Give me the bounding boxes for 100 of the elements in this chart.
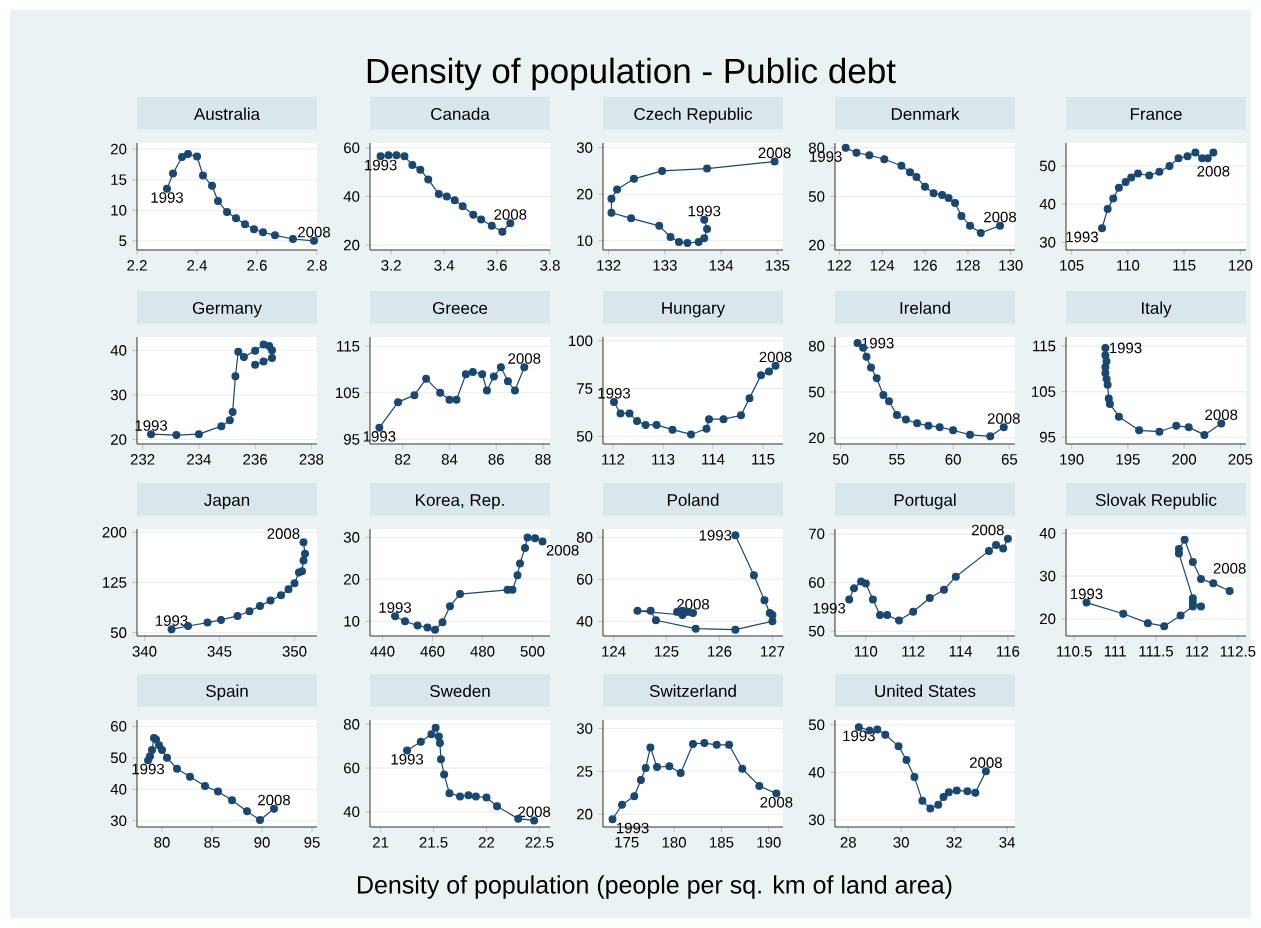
chart-title: Italy [1141, 301, 1172, 318]
y-tick-label: 70 [809, 528, 825, 540]
y-tick-label: 40 [808, 767, 825, 778]
y-tick-label: 60 [344, 762, 360, 774]
chart-title: Australia [193, 107, 261, 120]
x-tick-label: 345 [207, 646, 232, 657]
annotation: 1993 [365, 159, 397, 171]
x-tick-label: 3.4 [434, 260, 455, 271]
y-tick-label: 40 [343, 806, 360, 818]
x-tick-label: 116 [997, 646, 1020, 657]
chart-title: Hungary [662, 302, 726, 318]
x-tick-label: 111 [1104, 646, 1126, 657]
y-tick-label: 30 [343, 532, 360, 543]
x-tick-label: 95 [304, 837, 320, 848]
annotation: 1993 [155, 615, 188, 626]
x-tick-label: 134 [709, 260, 734, 271]
x-tick-label: 32 [946, 837, 962, 848]
chart-title: Denmark [891, 107, 960, 120]
x-tick-label: 50 [832, 454, 849, 465]
x-tick-label: 2.6 [247, 260, 267, 271]
x-tick-label: 111.5 [1139, 646, 1174, 657]
chart-title: Switzerland [649, 684, 736, 697]
annotation: 2008 [508, 353, 541, 364]
x-tick-label: 132 [597, 260, 621, 271]
annotation: 2008 [546, 544, 579, 556]
x-tick-label: 200 [1172, 454, 1197, 465]
y-tick-label: 115 [337, 341, 360, 352]
x-tick-label: 124 [870, 260, 895, 271]
x-tick-label: 185 [710, 837, 734, 848]
chart-title: Czech Republic [634, 107, 753, 124]
annotation: 2008 [971, 524, 1004, 536]
annotation: 2008 [984, 211, 1017, 223]
annotation: 1993 [843, 730, 875, 742]
y-tick-label: 20 [1040, 613, 1056, 625]
annotation: 2008 [969, 757, 1002, 768]
y-tick-label: 50 [808, 625, 825, 637]
x-tick-label: 112.5 [1220, 646, 1256, 657]
x-tick-label: 2.2 [127, 260, 147, 271]
y-tick-label: 95 [1039, 431, 1056, 443]
y-tick-label: 60 [344, 142, 360, 154]
x-tick-label: 440 [370, 646, 395, 657]
chart-title: Japan [204, 494, 250, 510]
x-tick-label: 60 [945, 454, 961, 465]
y-tick-label: 50 [1039, 160, 1056, 172]
x-tick-label: 22 [478, 837, 495, 848]
x-tick-label: 133 [653, 260, 677, 271]
y-tick-label: 100 [569, 335, 593, 347]
annotation: 1993 [688, 205, 721, 217]
x-tick-label: 28 [840, 837, 856, 848]
annotation: 1993 [363, 431, 396, 442]
x-tick-label: 82 [395, 454, 411, 465]
annotation: 2008 [298, 226, 331, 238]
x-tick-label: 110.5 [1057, 646, 1092, 657]
x-tick-label: 180 [662, 837, 686, 848]
annotation: 1993 [1066, 231, 1098, 243]
x-tick-label: 236 [243, 454, 267, 465]
chart-title: Germany [192, 301, 262, 318]
chart-title: Sweden [430, 684, 490, 698]
y-tick-label: 80 [808, 340, 825, 352]
y-tick-label: 40 [576, 616, 593, 627]
x-tick-label: 30 [893, 837, 909, 848]
x-tick-label: 55 [889, 454, 905, 465]
y-tick-label: 40 [1039, 527, 1056, 539]
y-tick-label: 20 [344, 239, 360, 251]
y-tick-label: 20 [111, 434, 127, 445]
y-tick-label: 10 [344, 616, 360, 627]
y-tick-label: 105 [336, 387, 360, 399]
annotation: 2008 [494, 209, 527, 220]
annotation: 1993 [379, 602, 412, 613]
y-tick-label: 5 [119, 235, 127, 247]
chart-title: Portugal [894, 493, 956, 510]
annotation: 1993 [699, 529, 732, 541]
chart-title: France [1130, 108, 1182, 120]
y-tick-label: 25 [577, 766, 593, 777]
y-tick-label: 50 [808, 719, 825, 731]
annotation: 2008 [518, 806, 551, 818]
x-tick-label: 113 [652, 454, 675, 465]
annotation: 1993 [151, 192, 184, 203]
annotation: 1993 [391, 753, 424, 765]
x-tick-label: 90 [254, 837, 270, 848]
annotation: 2008 [258, 794, 291, 806]
annotation: 2008 [758, 147, 791, 159]
y-tick-label: 30 [576, 142, 593, 153]
y-tick-label: 40 [110, 783, 127, 795]
x-tick-label: 126 [708, 646, 732, 657]
chart-title: Canada [431, 107, 490, 120]
annotation: 2008 [267, 528, 300, 539]
x-tick-label: 122 [827, 260, 852, 271]
chart-title: Korea, Rep. [416, 494, 504, 510]
annotation: 1993 [598, 387, 631, 399]
chart-title: Greece [432, 301, 488, 314]
y-tick-label: 95 [343, 434, 360, 445]
x-tick-label: 460 [420, 646, 445, 657]
x-tick-label: 21 [373, 837, 389, 848]
y-tick-label: 50 [808, 191, 825, 202]
y-tick-label: 40 [343, 191, 360, 202]
x-tick-label: 115 [1173, 260, 1196, 271]
x-tick-label: 238 [299, 454, 324, 465]
x-tick-label: 105 [1060, 260, 1084, 271]
x-tick-label: 110 [854, 646, 878, 657]
